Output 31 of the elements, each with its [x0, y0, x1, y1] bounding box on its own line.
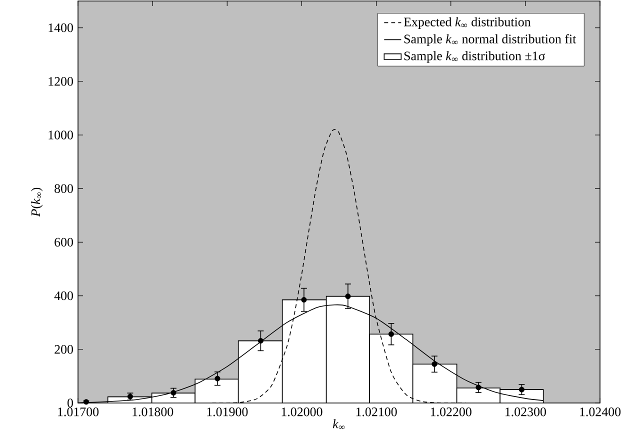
point [170, 390, 176, 396]
x-tick-label: 1.02000 [282, 408, 322, 416]
legend-label: Sample k$_{∞}$ distribution ±1σ [404, 51, 546, 63]
x-tick-label: 1.01800 [132, 408, 174, 416]
point [345, 294, 351, 300]
y-tick-label: 0 [68, 398, 73, 408]
point [476, 384, 482, 390]
y-tick-label: 1000 [48, 130, 73, 140]
x-tick-label: 1.01900 [207, 408, 248, 416]
y-tick-label: 1200 [48, 77, 73, 86]
point [258, 338, 264, 344]
point [388, 331, 394, 337]
x-tick-label: 1.02200 [430, 408, 472, 416]
point [432, 361, 438, 367]
point [83, 399, 89, 405]
x-tick-label: 1.01700 [58, 408, 99, 416]
y-tick-label: 600 [54, 238, 73, 247]
point [214, 376, 220, 382]
y-tick-label: 400 [54, 291, 73, 300]
point [301, 297, 307, 303]
y-tick-label: 800 [54, 184, 73, 193]
legend-label: Expected k$_{∞}$ distribution [404, 17, 531, 29]
legend-label: Sample k$_{∞}$ normal distribution fit [404, 34, 576, 46]
x-axis-title: k$_{∞}$ [332, 419, 345, 430]
x-tick-label: 1.02300 [506, 408, 546, 416]
y-tick-label: 1400 [48, 23, 73, 32]
y-tick-label: 200 [54, 345, 73, 354]
x-tick-label: 1.02100 [356, 408, 397, 416]
y-axis-title: P(k$_{∞}$) [31, 188, 43, 217]
x-tick-label: 1.02400 [580, 408, 621, 416]
point [518, 386, 524, 392]
